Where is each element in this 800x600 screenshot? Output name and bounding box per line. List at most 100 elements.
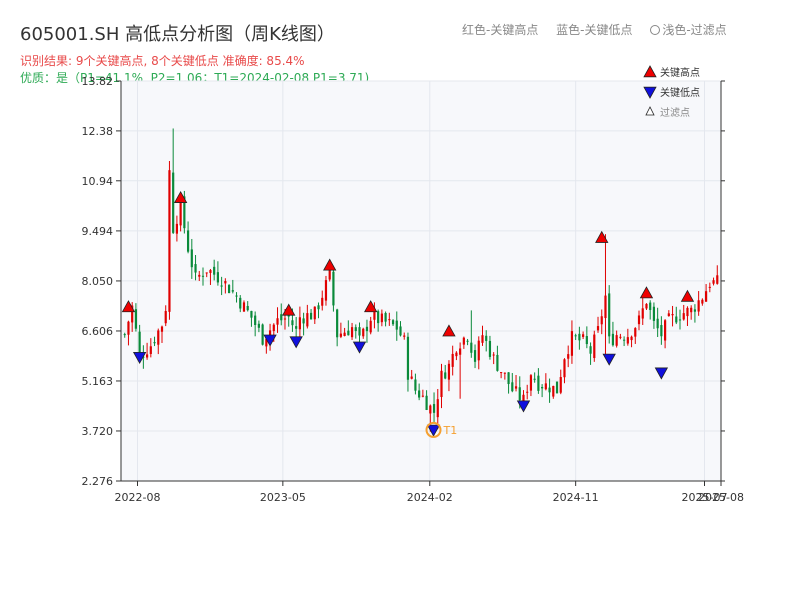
x-tick-label: 2024-02	[407, 491, 453, 504]
candle-body	[313, 306, 316, 320]
candle-body	[496, 354, 499, 371]
top-legend-red: 红色-关键高点	[462, 23, 539, 37]
candle-body	[213, 266, 216, 275]
candle-body	[529, 375, 533, 391]
candle-body	[619, 336, 622, 338]
candle-body	[470, 342, 473, 353]
candle-body	[183, 196, 186, 229]
y-tick-label: 5.163	[82, 375, 114, 388]
candle-body	[503, 372, 506, 374]
candle-body	[630, 336, 633, 341]
key-high-marker	[442, 324, 456, 337]
candle-body	[283, 318, 287, 320]
candle-body	[645, 303, 648, 309]
candle-body	[395, 320, 398, 330]
candle-body	[660, 325, 663, 337]
candle-body	[596, 326, 600, 331]
candle-body	[354, 327, 357, 332]
y-tick-label: 9.494	[82, 225, 114, 238]
candle-body	[652, 306, 656, 321]
candle-body	[194, 264, 197, 273]
x-tick-label: 2022-08	[115, 491, 161, 504]
candle-body	[403, 335, 406, 337]
legend-high-label: 关键高点	[660, 66, 700, 79]
candle-body	[608, 293, 611, 337]
candle-body	[179, 199, 182, 226]
top-legend: 红色-关键高点 蓝色-关键低点 浅色-过滤点	[462, 21, 755, 38]
candle-body	[272, 324, 275, 332]
candle-body	[425, 395, 428, 410]
candle-body	[678, 319, 682, 321]
key-low-marker	[426, 424, 441, 437]
candle-body	[481, 335, 484, 343]
candle-body	[153, 342, 156, 344]
candle-body	[637, 315, 641, 325]
candle-body	[298, 317, 301, 330]
candle-body	[548, 387, 551, 393]
candle-body	[332, 271, 335, 306]
candle-body	[216, 272, 219, 283]
candle-body	[246, 305, 249, 311]
candle-body	[306, 313, 309, 327]
key-high-marker	[639, 286, 654, 299]
candle-body	[663, 320, 667, 341]
candle-body	[693, 309, 697, 312]
candle-body	[123, 334, 126, 336]
candle-body	[134, 309, 138, 329]
candle-body	[164, 310, 167, 324]
candle-body	[667, 313, 670, 317]
candle-body	[317, 305, 320, 310]
candle-body	[485, 335, 488, 341]
candle-body	[291, 320, 294, 326]
candle-body	[544, 383, 547, 390]
candle-body	[321, 297, 324, 306]
candle-body	[429, 405, 432, 414]
key-low-marker	[516, 400, 531, 413]
candle-body	[626, 337, 629, 344]
candle-body	[201, 275, 205, 277]
y-tick-label: 8.050	[82, 275, 114, 288]
circle-icon	[650, 25, 661, 35]
candle-body	[205, 272, 208, 274]
y-tick-label: 10.94	[82, 175, 114, 188]
candle-body	[611, 333, 615, 346]
candle-body	[373, 311, 376, 320]
candle-body	[541, 386, 544, 389]
candle-body	[462, 337, 465, 345]
candle-body	[455, 352, 458, 357]
legend-low-label: 关键低点	[660, 86, 700, 99]
candle-body	[690, 307, 693, 313]
candle-body	[406, 336, 410, 380]
candle-body	[708, 286, 711, 288]
candle-body	[227, 285, 231, 294]
candle-body	[432, 404, 436, 413]
candle-body	[186, 230, 190, 252]
x-tick-label: 2023-05	[260, 491, 306, 504]
key-high-marker	[323, 258, 337, 271]
key-high-marker	[121, 300, 136, 313]
candle-body	[574, 335, 577, 337]
candle-body	[701, 299, 704, 304]
candle-body	[697, 300, 700, 312]
candle-body	[220, 285, 223, 287]
candle-body	[712, 280, 715, 284]
candle-body	[145, 354, 149, 358]
candle-body	[615, 335, 618, 346]
candle-body	[570, 331, 574, 356]
candle-body	[500, 372, 503, 374]
candle-body	[328, 269, 331, 280]
candle-body	[224, 281, 227, 284]
candle-body	[477, 340, 480, 361]
candle-body	[190, 249, 193, 268]
candle-body	[261, 324, 264, 345]
candle-body	[276, 318, 279, 325]
key-low-marker	[654, 367, 669, 380]
top-legend-light: 浅色-过滤点	[650, 23, 740, 37]
key-high-marker	[282, 303, 296, 316]
top-legend-blue: 蓝色-关键低点	[556, 23, 633, 37]
candle-body	[488, 340, 492, 357]
candle-body	[444, 372, 447, 379]
candle-body	[675, 316, 678, 323]
candle-body	[533, 378, 536, 380]
